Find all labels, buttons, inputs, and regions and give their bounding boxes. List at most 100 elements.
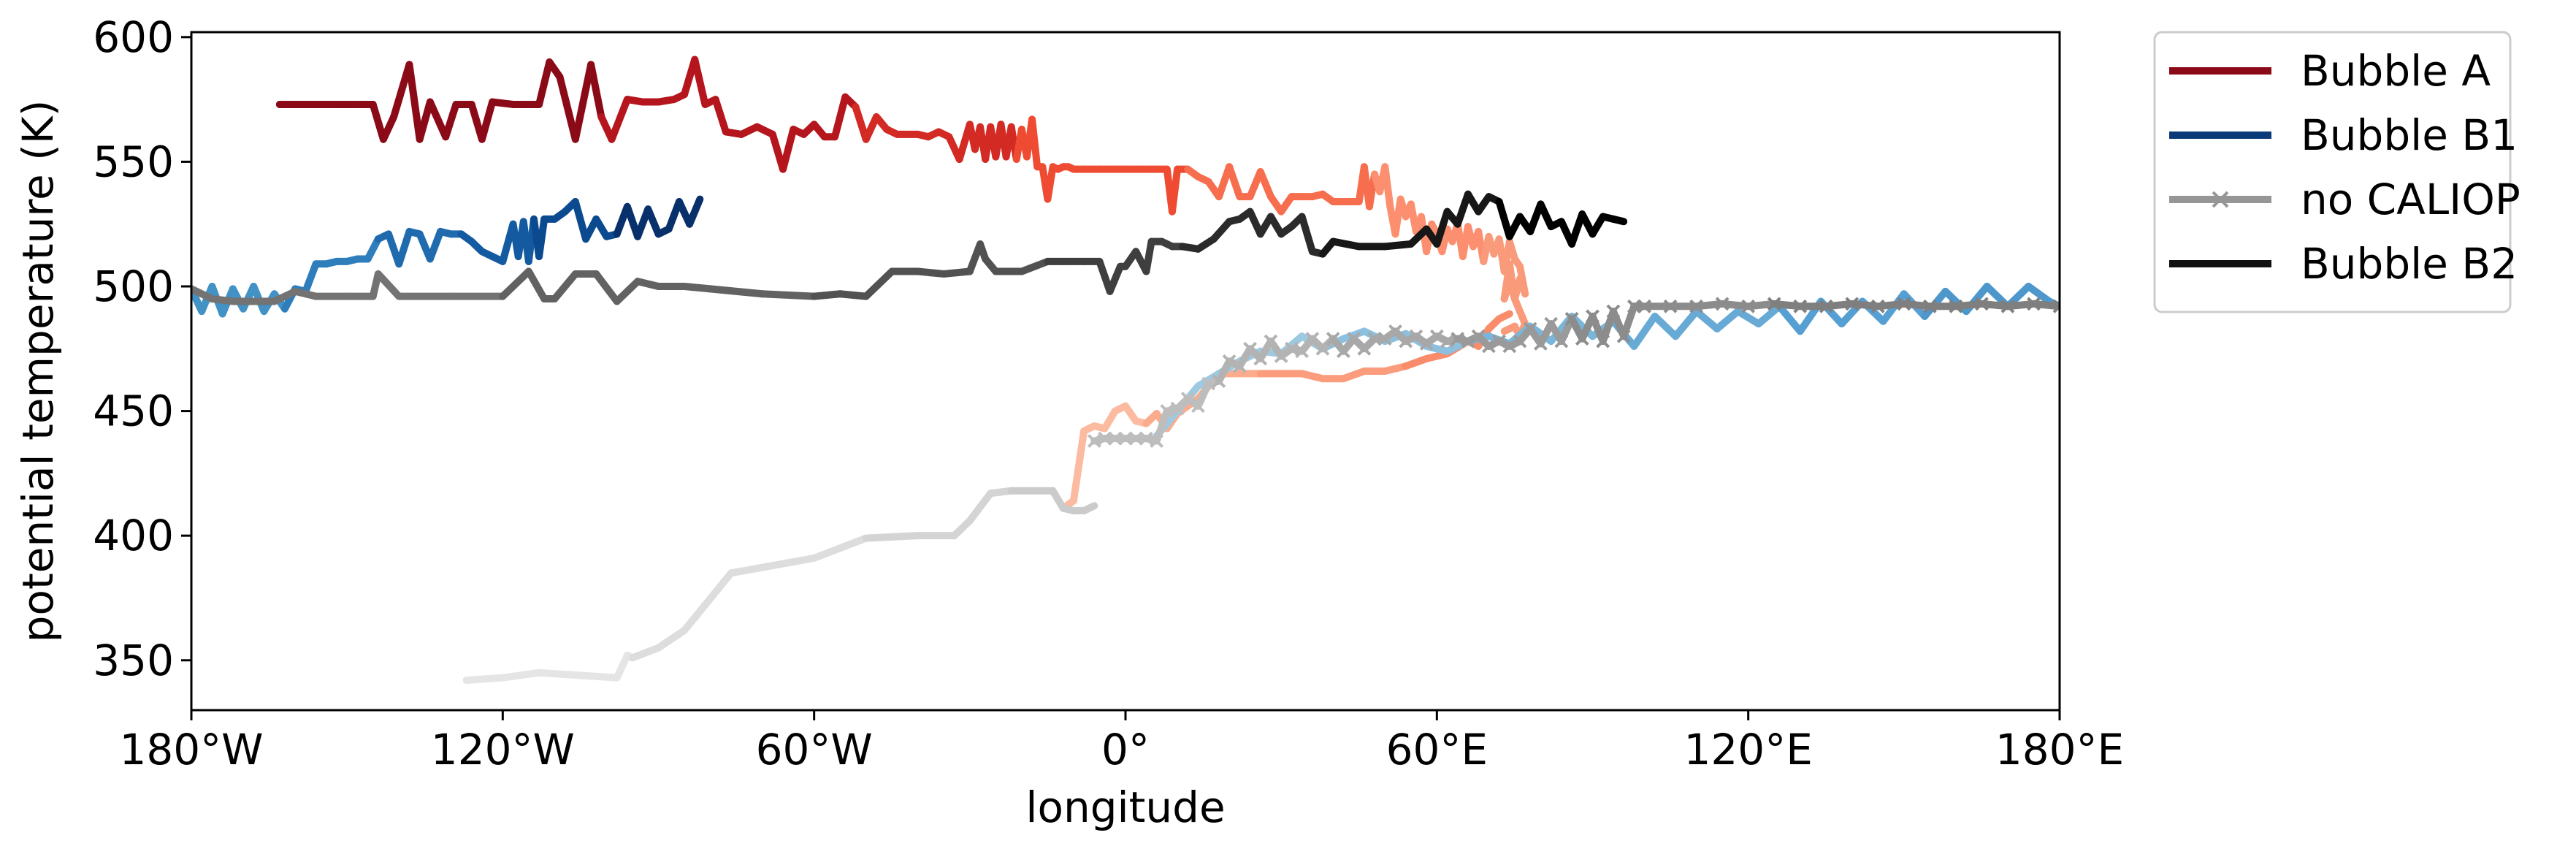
data-point-marker — [2000, 299, 2015, 313]
data-point-marker — [1897, 297, 1911, 311]
data-point-marker — [1388, 324, 1402, 338]
data-point-marker — [1429, 329, 1444, 343]
data-point-marker — [1232, 359, 1247, 373]
series-segment — [691, 56, 709, 108]
series-segment — [551, 270, 579, 303]
series-bubble-b2 — [191, 190, 1628, 305]
series-segment — [644, 205, 662, 238]
series-segment — [1754, 302, 1784, 328]
series-segment — [1453, 190, 1472, 228]
y-axis-label: potential temperature (K) — [13, 100, 63, 643]
series-segment — [810, 534, 870, 562]
series-segment — [535, 58, 554, 108]
series-segment — [1298, 213, 1316, 256]
series-segment — [1142, 237, 1155, 275]
data-point-marker — [1253, 351, 1268, 366]
data-point-marker — [1767, 297, 1781, 311]
series-segment — [1719, 300, 1752, 311]
data-point-marker — [1627, 299, 1641, 313]
series-segment — [1069, 427, 1088, 505]
y-tick-label: 600 — [93, 12, 174, 62]
series-segment — [613, 651, 631, 682]
data-point-marker — [1305, 332, 1320, 346]
x-axis-label: longitude — [1025, 782, 1225, 832]
y-tick-label: 550 — [93, 137, 174, 186]
series-segment — [1770, 300, 1804, 311]
legend-x-marker-icon — [2212, 191, 2229, 208]
data-point-marker — [1523, 321, 1537, 336]
series-segment — [535, 669, 621, 682]
series-segment — [681, 569, 735, 634]
series-segment — [1044, 163, 1057, 203]
data-point-marker — [1451, 332, 1465, 346]
series-segment — [1153, 407, 1171, 445]
legend-frame — [2153, 31, 2512, 313]
series-segment — [940, 267, 974, 278]
series-segment — [499, 669, 543, 682]
series-segment — [810, 290, 844, 300]
data-point-marker — [2052, 299, 2060, 313]
data-point-marker — [1170, 401, 1185, 416]
legend-entry: Bubble A — [2169, 46, 2491, 96]
data-point-marker — [1284, 341, 1299, 356]
series-segment — [270, 287, 299, 305]
series-segment — [681, 283, 714, 293]
series-segment — [1226, 163, 1244, 201]
axis-layer: 180°W 120°W 60°W 0° 60°E 120°E 180°E 350 400 450 5… — [93, 12, 2124, 774]
series-segment — [1209, 218, 1234, 243]
series-segment — [1630, 312, 1659, 350]
legend-entry: Bubble B2 — [2169, 239, 2518, 289]
series-segment — [442, 100, 460, 141]
data-point-marker — [1347, 332, 1361, 346]
series-segment — [2003, 300, 2038, 311]
x-tick-label: 120°E — [1683, 725, 1812, 774]
x-tick-label: 180°W — [119, 725, 263, 774]
data-point-marker — [1637, 299, 1651, 313]
data-point-marker — [1975, 297, 1989, 311]
data-point-marker — [1108, 431, 1123, 446]
series-segment — [1433, 207, 1451, 248]
data-point-marker — [1606, 304, 1621, 319]
series-segment — [779, 126, 798, 173]
series-segment — [1495, 198, 1513, 240]
data-point-marker — [1471, 329, 1486, 343]
data-point-marker — [1575, 332, 1589, 346]
series-segment — [1080, 502, 1098, 515]
series-segment — [914, 267, 948, 278]
data-point-marker — [1819, 299, 1833, 313]
series-segment — [478, 98, 497, 143]
x-tick-label: 120°W — [431, 725, 575, 774]
series-segment — [1381, 240, 1415, 251]
series-segment — [369, 100, 387, 143]
series-segment — [405, 61, 424, 143]
legend-entry: no CALIOP — [2169, 175, 2520, 224]
series-segment — [1620, 302, 1638, 340]
series-segment — [831, 93, 849, 141]
series-segment — [556, 73, 579, 143]
legend-label: no CALIOP — [2301, 175, 2520, 224]
series-segment — [852, 103, 870, 143]
legend-entry: Bubble B1 — [2169, 110, 2518, 160]
series-segment — [2025, 283, 2053, 305]
data-point-marker — [1139, 431, 1153, 446]
data-point-marker — [1326, 332, 1340, 346]
series-segment — [1537, 200, 1555, 231]
data-point-marker — [1922, 299, 1937, 313]
series-segment — [426, 227, 445, 263]
series-segment — [711, 96, 730, 136]
series-segment — [1874, 300, 1908, 311]
series-segment — [1339, 367, 1368, 383]
data-point-marker — [1098, 431, 1112, 446]
series-segment — [499, 267, 532, 300]
x-tick-label: 180°E — [1995, 725, 2124, 774]
series-segment — [706, 285, 766, 298]
series-segment — [613, 278, 642, 305]
data-point-marker — [1492, 334, 1507, 348]
series-segment — [1017, 257, 1052, 275]
data-point-marker — [1616, 329, 1631, 343]
series-segment — [524, 267, 549, 303]
data-point-marker — [1087, 434, 1101, 448]
data-point-marker — [1586, 309, 1600, 324]
legend-label: Bubble B2 — [2301, 239, 2518, 289]
